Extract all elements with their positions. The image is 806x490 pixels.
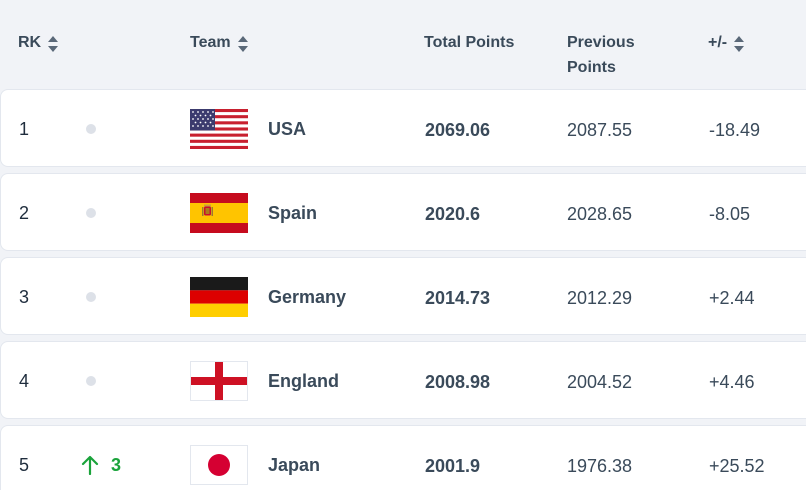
total-points-header-label: Total Points: [424, 34, 515, 51]
diff-value: -8.05: [709, 204, 751, 224]
total-points-value: 2069.06: [425, 120, 491, 140]
rank-header-label: RK: [18, 34, 42, 51]
previous-points-value: 2012.29: [567, 288, 633, 308]
total-points-value: 2014.73: [425, 288, 491, 308]
no-change-dot-icon: [86, 208, 96, 218]
previous-points-column-header: Previous Points: [567, 30, 635, 80]
table-row[interactable]: 1 USA 206: [0, 89, 806, 167]
england-flag-icon: [190, 361, 248, 401]
team-header-label: Team: [190, 34, 231, 51]
rank-value: 4: [19, 371, 30, 391]
no-change-dot-icon: [86, 292, 96, 302]
table-row[interactable]: 2 Spain 2020.6 2028.65 -8.05: [0, 173, 806, 251]
rank-movement-value: 3: [111, 455, 122, 475]
team-name[interactable]: Spain: [268, 203, 318, 223]
total-points-value: 2001.9: [425, 456, 481, 476]
no-change-dot-icon: [86, 124, 96, 134]
team-name[interactable]: Japan: [268, 455, 321, 475]
table-row[interactable]: 4 England 2008.98 2004.52 +4.46: [0, 341, 806, 419]
team-name[interactable]: England: [268, 371, 339, 391]
diff-column-header[interactable]: +/-: [708, 30, 745, 55]
table-row[interactable]: 3 Germany 2014.73 2012.29 +2.44: [0, 257, 806, 335]
usa-flag-icon: [190, 109, 248, 149]
diff-value: -18.49: [709, 120, 761, 140]
table-row[interactable]: 5 3 Japan 2001.9 1976.38 +25.52: [0, 425, 806, 490]
no-change-dot-icon: [86, 376, 96, 386]
sort-icon[interactable]: [734, 36, 745, 52]
team-name[interactable]: USA: [268, 119, 307, 139]
previous-points-value: 2004.52: [567, 372, 633, 392]
rank-value: 1: [19, 119, 30, 139]
sort-icon[interactable]: [237, 36, 248, 52]
japan-flag-icon: [190, 445, 248, 485]
previous-points-header-line1: Previous: [567, 34, 635, 51]
previous-points-value: 2087.55: [567, 120, 633, 140]
diff-value: +2.44: [709, 288, 755, 308]
diff-header-label: +/-: [708, 34, 728, 51]
rank-column-header[interactable]: RK: [18, 30, 59, 55]
diff-value: +4.46: [709, 372, 755, 392]
total-points-column-header: Total Points: [424, 30, 514, 55]
rank-value: 5: [19, 455, 30, 475]
spain-flag-icon: [190, 193, 248, 233]
team-column-header[interactable]: Team: [190, 30, 248, 55]
rank-value: 3: [19, 287, 30, 307]
table-header: RK Team Total Points Previous Points +/-: [0, 0, 806, 88]
sort-icon[interactable]: [48, 36, 59, 52]
total-points-value: 2008.98: [425, 372, 491, 392]
rank-movement: 3: [81, 453, 121, 477]
total-points-value: 2020.6: [425, 204, 481, 224]
previous-points-value: 2028.65: [567, 204, 633, 224]
arrow-up-icon: [81, 455, 99, 475]
previous-points-header-line2: Points: [567, 59, 616, 76]
germany-flag-icon: [190, 277, 248, 317]
rank-value: 2: [19, 203, 30, 223]
team-name[interactable]: Germany: [268, 287, 347, 307]
previous-points-value: 1976.38: [567, 456, 633, 476]
diff-value: +25.52: [709, 456, 765, 476]
